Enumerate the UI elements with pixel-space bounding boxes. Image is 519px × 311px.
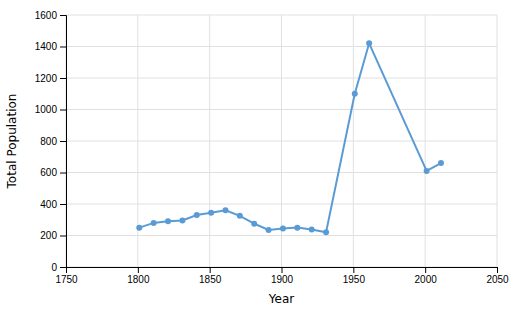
point xyxy=(438,160,444,166)
tick-mark xyxy=(282,267,283,273)
tick: 1400 xyxy=(35,41,66,52)
tick-mark xyxy=(60,141,66,142)
tick: 400 xyxy=(40,199,66,210)
tick: 600 xyxy=(40,167,66,178)
tick-label: 400 xyxy=(40,199,57,210)
tick: 1800 xyxy=(127,267,150,285)
point xyxy=(266,227,272,233)
tick: 200 xyxy=(40,230,66,241)
grid-line xyxy=(66,204,497,205)
tick: 2000 xyxy=(415,267,438,285)
tick-label: 1200 xyxy=(35,73,58,84)
tick-mark xyxy=(60,78,66,79)
point xyxy=(251,221,257,227)
grid-line xyxy=(66,15,497,16)
point xyxy=(136,225,142,231)
tick: 2050 xyxy=(486,267,509,285)
plot: 1750 1800 1850 1900 1950 2000 2050 0 200 400 600 80… xyxy=(35,10,509,285)
tick-mark xyxy=(425,267,426,273)
tick-label: 0 xyxy=(51,262,57,273)
tick-mark xyxy=(60,236,66,237)
point xyxy=(352,91,358,97)
x-axis: 1750 1800 1850 1900 1950 2000 2050 xyxy=(55,267,509,285)
grid-line xyxy=(66,78,497,79)
tick-label: 1950 xyxy=(343,274,366,285)
tick-label: 2000 xyxy=(415,274,438,285)
point xyxy=(237,213,243,219)
tick-label: 1900 xyxy=(271,274,294,285)
point xyxy=(309,227,315,233)
tick-label: 2050 xyxy=(486,274,509,285)
tick-label: 1600 xyxy=(35,10,58,21)
x-axis-title: Year xyxy=(268,292,294,306)
point xyxy=(222,207,228,213)
tick-mark xyxy=(60,204,66,205)
point xyxy=(294,225,300,231)
grid-line xyxy=(66,235,497,236)
tick-label: 200 xyxy=(40,230,57,241)
line xyxy=(139,43,441,232)
tick-label: 1000 xyxy=(35,104,58,115)
tick-label: 600 xyxy=(40,167,57,178)
point xyxy=(366,40,372,46)
tick-label: 1400 xyxy=(35,41,58,52)
grid-line xyxy=(66,141,497,142)
tick-mark xyxy=(60,110,66,111)
tick: 1200 xyxy=(35,73,66,84)
point xyxy=(179,218,185,224)
y-axis: 0 200 400 600 800 1000 1200 1400 1600 xyxy=(35,10,67,273)
point xyxy=(424,168,430,174)
point xyxy=(280,225,286,231)
tick: 1600 xyxy=(35,10,66,21)
axis-line xyxy=(67,268,498,274)
tick-mark xyxy=(60,15,66,16)
tick-mark xyxy=(60,173,66,174)
point xyxy=(194,212,200,218)
grid-line xyxy=(66,109,497,110)
tick: 1950 xyxy=(343,267,366,285)
tick-mark xyxy=(60,267,66,268)
tick: 1850 xyxy=(199,267,222,285)
tick: 1900 xyxy=(271,267,294,285)
y-axis-title: Total Population xyxy=(5,94,19,190)
tick-mark xyxy=(60,47,66,48)
grid-line xyxy=(66,172,497,173)
grid-line xyxy=(66,46,497,47)
tick: 800 xyxy=(40,136,66,147)
tick-mark xyxy=(353,267,354,273)
tick: 1750 xyxy=(55,267,78,285)
point xyxy=(151,220,157,226)
tick-label: 1750 xyxy=(55,274,78,285)
tick-label: 1850 xyxy=(199,274,222,285)
chart: 1750 1800 1850 1900 1950 2000 2050 0 200 400 600 80… xyxy=(0,0,519,311)
tick-mark xyxy=(210,267,211,273)
tick-label: 800 xyxy=(40,136,57,147)
tick: 0 xyxy=(51,262,66,273)
data xyxy=(136,40,444,235)
point xyxy=(165,218,171,224)
point xyxy=(208,210,214,216)
axis-line xyxy=(60,16,67,268)
tick-mark xyxy=(497,267,498,273)
tick-label: 1800 xyxy=(127,274,150,285)
tick-mark xyxy=(138,267,139,273)
tick: 1000 xyxy=(35,104,66,115)
grid xyxy=(66,15,497,267)
point xyxy=(323,229,329,235)
